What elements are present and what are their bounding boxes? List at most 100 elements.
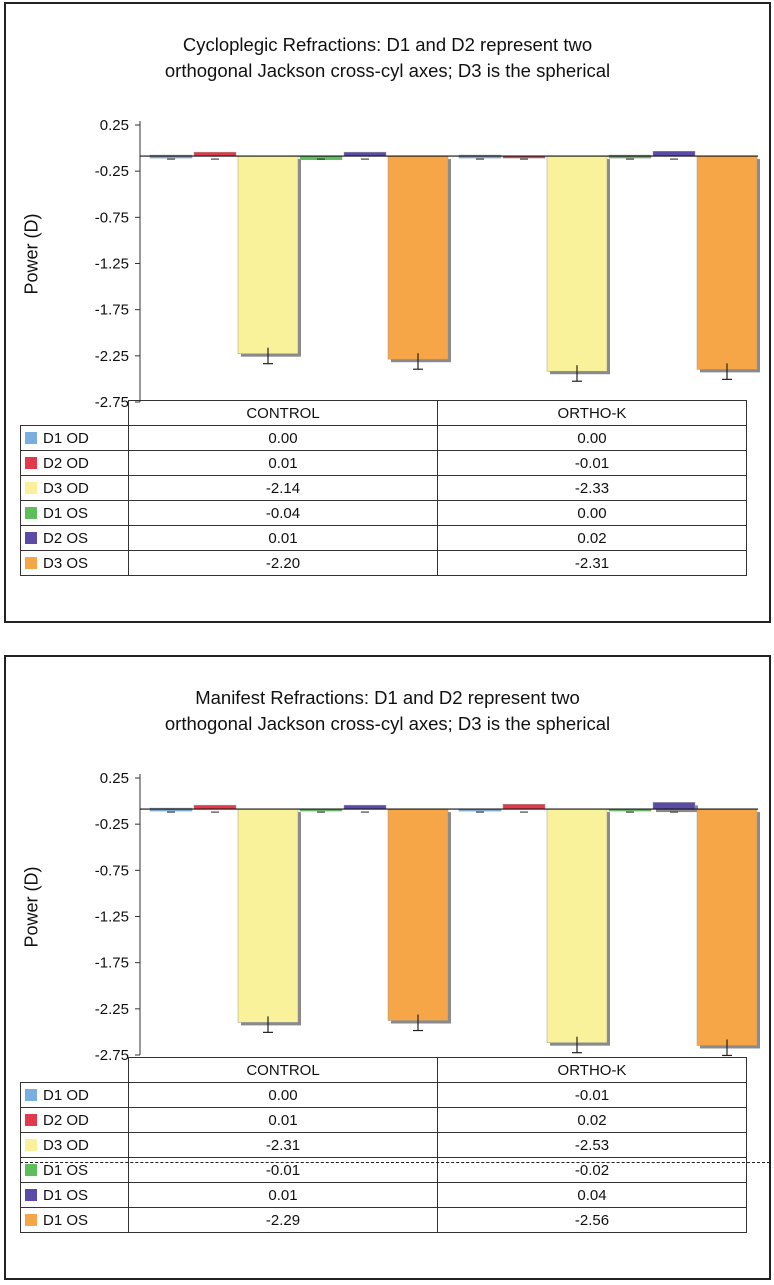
- y-tick-label: -0.25: [95, 816, 129, 833]
- table-corner: [20, 400, 129, 426]
- value-cell: -2.31: [128, 1132, 438, 1158]
- table-row: D1 OS -2.29 -2.56: [20, 1207, 747, 1233]
- chart-title-line: orthogonal Jackson cross-cyl axes; D3 is…: [164, 713, 611, 734]
- table-row: D1 OS 0.01 0.04: [20, 1182, 747, 1208]
- value-cell: 0.02: [437, 525, 747, 551]
- legend-swatch: [25, 1213, 37, 1226]
- series-legend-cell: D3 OD: [20, 1132, 129, 1158]
- value-cell: 0.00: [437, 425, 747, 451]
- value-cell: -2.14: [128, 475, 438, 501]
- value-cell: -0.04: [128, 500, 438, 526]
- series-legend-cell: D3 OD: [20, 475, 129, 501]
- table-row: D1 OD 0.00 0.00: [20, 425, 747, 451]
- bar: [696, 155, 758, 370]
- legend-swatch: [25, 1088, 37, 1101]
- series-name: D1 OD: [43, 1086, 89, 1104]
- legend-swatch: [25, 1188, 37, 1201]
- value-cell: 0.00: [128, 1082, 438, 1108]
- series-name: D2 OD: [43, 1111, 89, 1129]
- legend-swatch: [25, 1163, 37, 1176]
- value-cell: 0.01: [128, 525, 438, 551]
- y-tick-label: -0.75: [95, 862, 129, 879]
- legend-swatch: [25, 531, 37, 544]
- bar: [546, 155, 608, 372]
- y-tick-label: 0.25: [100, 770, 129, 787]
- chart-title-line: orthogonal Jackson cross-cyl axes; D3 is…: [164, 60, 611, 81]
- table-row: D1 OS -0.04 0.00: [20, 500, 747, 526]
- series-name: D1 OS: [43, 1161, 89, 1179]
- series-legend-cell: D3 OS: [20, 550, 129, 576]
- legend-swatch: [25, 456, 37, 469]
- series-name: D3 OD: [43, 479, 89, 497]
- dashed-separator: [20, 1162, 770, 1163]
- bar: [696, 808, 758, 1046]
- value-cell: 0.00: [437, 500, 747, 526]
- y-tick-label: -1.25: [95, 909, 129, 926]
- series-legend-cell: D2 OD: [20, 1107, 129, 1133]
- chart-title-line: Cycloplegic Refractions: D1 and D2 repre…: [182, 34, 593, 55]
- value-cell: 0.04: [437, 1182, 747, 1208]
- category-header: CONTROL: [128, 1057, 438, 1083]
- value-cell: -0.01: [437, 1082, 747, 1108]
- table-row: D2 OD 0.01 -0.01: [20, 450, 747, 476]
- series-legend-cell: D1 OS: [20, 1207, 129, 1233]
- y-tick-label: -2.25: [95, 348, 129, 365]
- bar: [502, 803, 546, 810]
- series-legend-cell: D1 OD: [20, 1082, 129, 1108]
- series-name: D2 OD: [43, 454, 89, 472]
- legend-swatch: [25, 431, 37, 444]
- series-name: D1 OS: [43, 1186, 89, 1204]
- y-tick-label: -1.75: [95, 955, 129, 972]
- value-cell: 0.00: [128, 425, 438, 451]
- table-row: D1 OD 0.00 -0.01: [20, 1082, 747, 1108]
- table-row: D3 OD -2.31 -2.53: [20, 1132, 747, 1158]
- chart-title: Cycloplegic Refractions: D1 and D2 repre…: [6, 32, 769, 84]
- series-legend-cell: D1 OS: [20, 1157, 129, 1183]
- series-name: D1 OD: [43, 429, 89, 447]
- bar: [387, 155, 449, 360]
- series-name: D3 OS: [43, 554, 89, 572]
- value-cell: -2.56: [437, 1207, 747, 1233]
- bar: [652, 150, 696, 157]
- legend-swatch: [25, 1138, 37, 1151]
- value-cell: 0.01: [128, 1182, 438, 1208]
- y-tick-label: -0.25: [95, 163, 129, 180]
- y-tick-label: 0.25: [100, 117, 129, 134]
- legend-swatch: [25, 481, 37, 494]
- value-cell: 0.01: [128, 1107, 438, 1133]
- bar-plot: 0.25-0.25-0.75-1.25-1.75-2.25-2.75: [95, 770, 760, 1064]
- bar: [387, 808, 449, 1021]
- table-row: D3 OD -2.14 -2.33: [20, 475, 747, 501]
- y-tick-label: -1.25: [95, 256, 129, 273]
- series-name: D2 OS: [43, 529, 89, 547]
- legend-swatch: [25, 1113, 37, 1126]
- legend-swatch: [25, 506, 37, 519]
- value-cell: -2.53: [437, 1132, 747, 1158]
- value-cell: -2.20: [128, 550, 438, 576]
- series-legend-cell: D2 OD: [20, 450, 129, 476]
- series-legend-cell: D2 OS: [20, 525, 129, 551]
- chart-title-line: Manifest Refractions: D1 and D2 represen…: [195, 687, 580, 708]
- bar: [237, 808, 299, 1023]
- chart-title: Manifest Refractions: D1 and D2 represen…: [6, 685, 769, 737]
- data-table: CONTROL ORTHO-K D1 OD 0.00 -0.01 D2 OD 0.01 0.0…: [20, 1057, 747, 1233]
- category-header: CONTROL: [128, 400, 438, 426]
- value-cell: -0.01: [437, 450, 747, 476]
- value-cell: -2.31: [437, 550, 747, 576]
- series-name: D1 OS: [43, 504, 89, 522]
- category-header: ORTHO-K: [437, 1057, 747, 1083]
- value-cell: -2.33: [437, 475, 747, 501]
- y-tick-label: -0.75: [95, 209, 129, 226]
- value-cell: -2.29: [128, 1207, 438, 1233]
- series-legend-cell: D1 OS: [20, 500, 129, 526]
- legend-swatch: [25, 556, 37, 569]
- manifest-chart-panel: Manifest Refractions: D1 and D2 represen…: [4, 655, 771, 1280]
- series-legend-cell: D1 OD: [20, 425, 129, 451]
- value-cell: 0.01: [128, 450, 438, 476]
- category-header: ORTHO-K: [437, 400, 747, 426]
- bar: [546, 808, 608, 1043]
- y-tick-label: -1.75: [95, 302, 129, 319]
- table-corner: [20, 1057, 129, 1083]
- y-tick-label: -2.25: [95, 1001, 129, 1018]
- cycloplegic-chart-panel: Cycloplegic Refractions: D1 and D2 repre…: [4, 2, 771, 623]
